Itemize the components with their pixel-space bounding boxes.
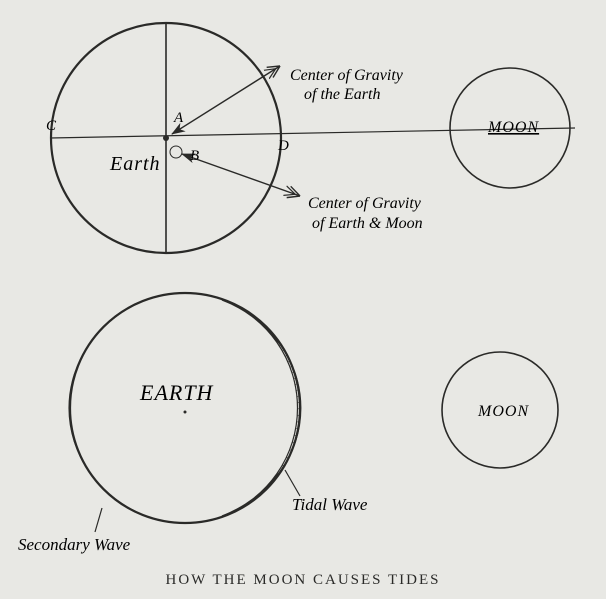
label-earth-top: Earth [109, 153, 161, 175]
point-a-dot [163, 135, 169, 141]
tides-diagram: C D A B Earth MOON Center of Gravity of … [0, 0, 606, 599]
arrow-center-gravity-earth [172, 66, 280, 134]
arrow-center-gravity-earth-moon [182, 154, 300, 196]
label-moon-top: MOON [487, 119, 539, 136]
annot-cog-earthmoon-line1: Center of Gravity [308, 195, 422, 212]
top-diagram: C D A B Earth MOON Center of Gravity of … [46, 23, 575, 253]
label-secondary-wave: Secondary Wave [18, 535, 131, 554]
earth-center-dot [184, 411, 187, 414]
bottom-diagram: EARTH MOON Tidal Wave Secondary Wave [18, 293, 558, 554]
tidal-wave-bulge [222, 300, 301, 516]
secondary-wave-leader [95, 508, 102, 532]
label-tidal-wave: Tidal Wave [292, 495, 368, 514]
tidal-wave-leader [285, 470, 300, 496]
label-a: A [173, 110, 184, 126]
label-d: D [277, 138, 289, 154]
annot-cog-earth-line1: Center of Gravity [290, 67, 404, 84]
figure-caption: HOW THE MOON CAUSES TIDES [0, 572, 606, 589]
label-earth-bottom: EARTH [139, 380, 214, 405]
label-b: B [190, 148, 199, 164]
point-b-ring [170, 146, 182, 158]
secondary-wave-bulge [69, 299, 148, 517]
annot-cog-earthmoon-line2: of Earth & Moon [312, 215, 423, 232]
label-c: C [46, 118, 57, 134]
annot-cog-earth-line2: of the Earth [304, 86, 380, 103]
label-moon-bottom: MOON [477, 403, 529, 420]
